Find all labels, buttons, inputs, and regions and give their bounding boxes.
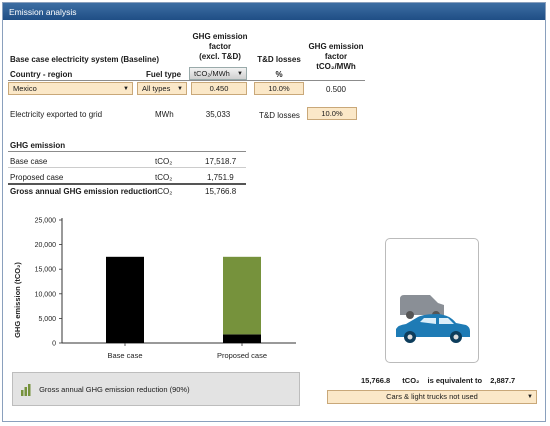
equivalence-panel xyxy=(385,238,479,363)
bar-emission xyxy=(223,334,261,343)
y-tick-label: 10,000 xyxy=(35,291,57,298)
y-tick-label: 5,000 xyxy=(38,316,56,323)
fuel-type-select[interactable]: All types ▼ xyxy=(137,82,187,95)
country-region-header: Country - region xyxy=(10,70,73,79)
base-case-value: 17,518.7 xyxy=(205,157,237,166)
x-tick-label: Base case xyxy=(107,351,142,360)
base-case-unit: tCO₂ xyxy=(155,157,173,166)
export-td-input[interactable]: 10.0% xyxy=(307,107,357,120)
bar-emission xyxy=(106,256,144,343)
ghg-factor-total-header: GHG emission factor tCO₂/MWh xyxy=(307,42,365,72)
y-tick-label: 20,000 xyxy=(35,242,57,249)
legend: Gross annual GHG emission reduction (90%… xyxy=(12,372,300,406)
baseline-title: Base case electricity system (Baseline) xyxy=(10,55,159,64)
reduction-label: Gross annual GHG emission reduction xyxy=(10,187,158,196)
fuel-type-select-value: All types xyxy=(142,84,171,93)
y-tick-label: 25,000 xyxy=(35,218,57,225)
row-divider xyxy=(8,167,246,168)
car-icon xyxy=(396,295,470,343)
ghg-divider xyxy=(8,151,246,152)
base-case-label: Base case xyxy=(10,157,48,166)
chevron-down-icon: ▼ xyxy=(527,394,533,400)
ghg-factor-header: GHG emission factor (excl. T&D) xyxy=(187,32,253,62)
ghg-factor-header-line3: (excl. T&D) xyxy=(199,52,241,61)
y-tick-label: 15,000 xyxy=(35,267,57,274)
chevron-down-icon: ▼ xyxy=(177,86,183,92)
ghg-factor-total-value: 0.500 xyxy=(325,85,347,94)
export-label: Electricity exported to grid xyxy=(10,110,103,119)
bar-chart-icon xyxy=(21,384,31,396)
proposed-case-value: 1,751.9 xyxy=(207,173,234,182)
td-losses-input[interactable]: 10.0% xyxy=(254,82,304,95)
fuel-type-header: Fuel type xyxy=(146,70,182,79)
equivalence-result: 2,887.7 xyxy=(490,376,516,385)
proposed-case-unit: tCO₂ xyxy=(155,173,173,182)
equivalence-text: is equivalent to xyxy=(427,376,483,385)
y-axis-label: GHG emission (tCO₂) xyxy=(13,262,22,338)
ghg-factor-header-line1: GHG emission xyxy=(192,32,248,41)
country-select[interactable]: Mexico ▼ xyxy=(8,82,133,95)
equivalence-select-value: Cars & light trucks not used xyxy=(386,392,478,401)
x-tick-label: Proposed case xyxy=(217,351,267,360)
total-divider xyxy=(8,183,246,185)
ghg-factor-total-header-unit: tCO₂/MWh xyxy=(316,62,356,71)
chevron-down-icon: ▼ xyxy=(237,71,243,77)
ghg-emission-chart: GHG emission (tCO₂) 25,000 20,000 15,000 10… xyxy=(13,218,296,360)
header-divider xyxy=(8,80,365,81)
ghg-factor-total-header-line1: GHG emission xyxy=(308,42,364,51)
export-td-label: T&D losses xyxy=(259,111,300,120)
unit-select-value: tCO₂/MWh xyxy=(194,69,230,78)
equivalence-select[interactable]: Cars & light trucks not used ▼ xyxy=(327,390,537,404)
equivalence-unit: tCO₂ xyxy=(402,376,420,385)
proposed-case-label: Proposed case xyxy=(10,173,64,182)
legend-label: Gross annual GHG emission reduction (90%… xyxy=(39,384,190,394)
td-losses-unit: % xyxy=(275,70,283,79)
bar-reduction xyxy=(223,256,261,335)
chevron-down-icon: ▼ xyxy=(123,86,129,92)
td-losses-header: T&D losses xyxy=(257,55,301,64)
ghg-factor-total-header-line2: factor xyxy=(324,52,348,61)
reduction-value: 15,766.8 xyxy=(205,187,237,196)
equivalence-value: 15,766.8 xyxy=(361,376,391,385)
export-value: 35,033 xyxy=(205,110,231,119)
equivalence-line: 15,766.8 tCO₂ is equivalent to 2,887.7 xyxy=(361,376,515,385)
ghg-factor-input[interactable]: 0.450 xyxy=(191,82,247,95)
export-unit: MWh xyxy=(155,110,174,119)
unit-select[interactable]: tCO₂/MWh ▼ xyxy=(189,67,247,80)
window-title: Emission analysis xyxy=(3,3,545,20)
reduction-unit: tCO₂ xyxy=(155,187,173,196)
y-tick-label: 0 xyxy=(52,341,56,348)
ghg-section-title: GHG emission xyxy=(10,141,66,150)
ghg-factor-header-line2: factor xyxy=(208,42,232,51)
country-select-value: Mexico xyxy=(13,84,37,93)
